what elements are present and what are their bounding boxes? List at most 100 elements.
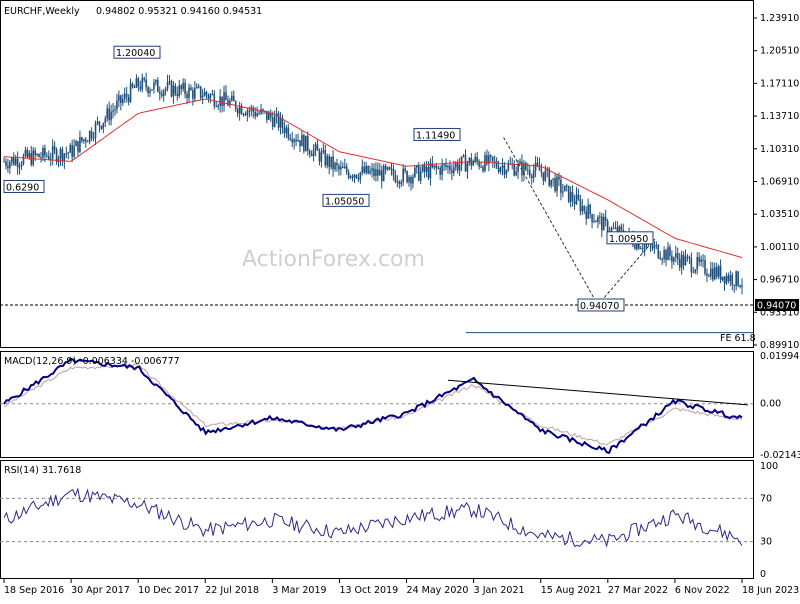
- price-candle: [439, 167, 441, 175]
- price-candle: [713, 267, 716, 280]
- price-candle: [164, 88, 167, 91]
- price-candle: [306, 135, 309, 151]
- annotation-label: 1.00950: [609, 234, 648, 245]
- price-candle: [419, 171, 422, 181]
- price-candle: [342, 166, 344, 169]
- price-candle: [706, 273, 708, 276]
- price-candle: [207, 95, 210, 99]
- price-candle: [517, 163, 519, 172]
- price-candle: [429, 163, 432, 179]
- price-candle: [254, 111, 256, 117]
- rsi-tick-label: 30: [760, 537, 772, 548]
- price-candle: [416, 165, 418, 168]
- rsi-line: [3, 487, 743, 548]
- price-candle: [694, 269, 697, 273]
- price-candle: [308, 150, 311, 155]
- price-candle: [123, 93, 126, 99]
- price-candle: [238, 105, 241, 114]
- price-candle: [343, 166, 346, 169]
- price-candle: [564, 185, 566, 192]
- price-candle: [414, 167, 416, 177]
- price-candle: [287, 127, 290, 138]
- macd-line: [3, 357, 743, 454]
- price-candle: [708, 275, 710, 277]
- price-candle: [400, 182, 403, 184]
- price-candle: [441, 164, 443, 175]
- price-candle: [602, 216, 605, 231]
- price-candle: [199, 86, 202, 98]
- price-candle: [3, 161, 5, 163]
- price-candle: [733, 284, 736, 287]
- price-candle: [645, 243, 648, 245]
- price-candle: [273, 116, 276, 127]
- price-candle: [696, 257, 699, 270]
- price-candle: [371, 168, 373, 171]
- price-candle: [678, 258, 681, 268]
- price-candle: [40, 157, 42, 159]
- price-candle: [338, 165, 340, 170]
- price-tick-label: 1.20510: [760, 46, 799, 57]
- price-candle: [464, 155, 467, 172]
- price-candle: [340, 166, 342, 170]
- price-candle: [573, 201, 576, 205]
- price-candle: [53, 146, 56, 150]
- price-candle: [203, 91, 206, 97]
- price-candle: [710, 268, 712, 277]
- price-candle: [363, 166, 366, 173]
- price-candle: [106, 108, 109, 119]
- price-candle: [583, 205, 586, 211]
- price-candle: [495, 161, 498, 168]
- price-candle: [75, 141, 77, 146]
- x-tick-label: 10 Dec 2017: [138, 585, 199, 596]
- x-tick-label: 3 Mar 2019: [272, 585, 326, 596]
- price-candle: [460, 156, 463, 165]
- projection-line: [597, 238, 656, 306]
- price-candle: [641, 248, 644, 250]
- price-candle: [153, 82, 155, 90]
- price-candle: [69, 145, 72, 153]
- price-candle: [676, 253, 679, 259]
- price-candle: [332, 156, 334, 170]
- price-candle: [447, 165, 449, 168]
- price-candle: [137, 78, 140, 87]
- price-candle: [98, 121, 101, 126]
- price-candle: [174, 85, 177, 94]
- price-candle: [369, 170, 371, 174]
- price-candle: [135, 78, 138, 88]
- price-candle: [377, 169, 379, 176]
- price-candle: [614, 227, 617, 229]
- price-candle: [108, 108, 110, 121]
- annotation-label: 1.05050: [325, 196, 364, 207]
- price-candle: [565, 185, 568, 187]
- price-candle: [42, 147, 44, 158]
- price-candle: [258, 113, 260, 115]
- price-candle: [538, 165, 541, 171]
- price-candle: [248, 110, 251, 112]
- price-candle: [562, 191, 564, 193]
- annotation-box: [413, 127, 461, 141]
- price-candle: [326, 156, 329, 166]
- price-candle: [79, 137, 81, 153]
- annotation-box: [322, 193, 370, 207]
- price-candle: [232, 95, 235, 102]
- price-candle: [184, 82, 186, 95]
- price-candle: [507, 163, 510, 171]
- price-candle: [394, 175, 397, 183]
- rsi-label: RSI(14) 31.7618: [4, 465, 81, 476]
- price-candle: [114, 109, 116, 111]
- price-candle: [663, 250, 665, 259]
- price-candle: [20, 164, 23, 166]
- price-candle: [593, 221, 595, 223]
- price-candle: [671, 255, 673, 262]
- price-candle: [468, 157, 471, 164]
- x-tick-label: 30 Apr 2017: [71, 585, 130, 596]
- price-candle: [9, 162, 11, 169]
- price-candle: [577, 194, 580, 200]
- price-candle: [336, 163, 338, 166]
- rsi-tick-label: 0: [760, 569, 766, 580]
- price-candle: [133, 87, 136, 89]
- price-candle: [449, 165, 451, 171]
- price-candle: [527, 169, 529, 171]
- price-candle: [497, 167, 500, 172]
- price-candle: [180, 85, 182, 90]
